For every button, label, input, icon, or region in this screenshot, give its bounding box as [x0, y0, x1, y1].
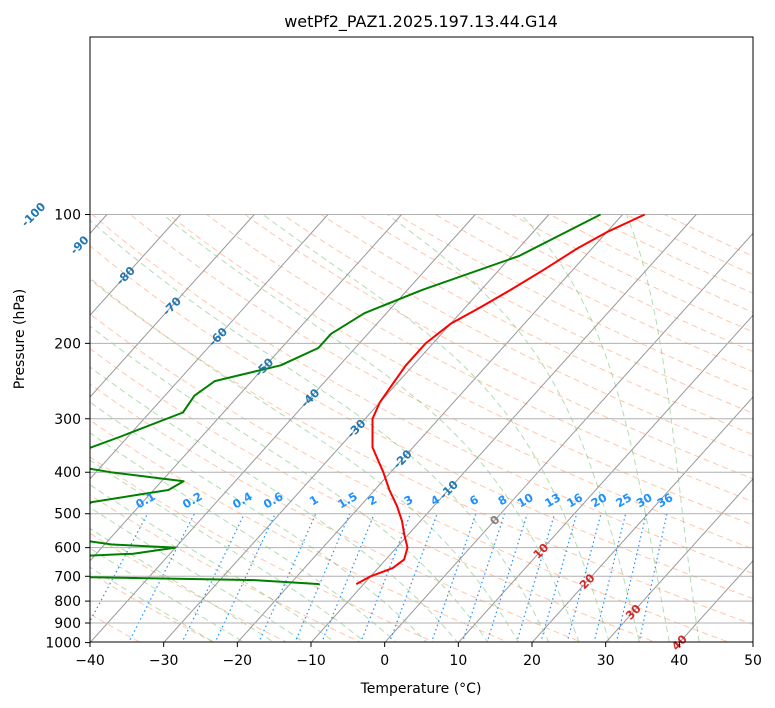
mixing-ratio-line — [128, 513, 195, 642]
mixing-ratio-line — [214, 513, 276, 642]
dry-adiabat-line — [320, 214, 753, 436]
mixing-ratio-line — [516, 513, 556, 642]
x-tick-label: 0 — [380, 653, 389, 669]
dry-adiabat-line — [90, 245, 753, 600]
isotherm-line — [458, 314, 753, 642]
y-axis-ticks: 100 200 300 400 500 600 700 800 900 1000 — [45, 208, 90, 652]
isotherm-line — [605, 478, 753, 642]
dry-adiabat-line — [206, 214, 753, 503]
temperature-line — [355, 213, 646, 585]
moist-adiabat-line — [90, 325, 489, 642]
isotherm-line — [90, 214, 181, 316]
x-tick-label: −10 — [296, 653, 326, 669]
moist-adiabat-line — [262, 214, 610, 642]
plot-frame — [89, 36, 754, 643]
mixing-ratio-line — [486, 513, 528, 642]
x-tick-label: 50 — [744, 653, 762, 669]
x-tick-label: 40 — [670, 653, 688, 669]
mixing-ratio-line — [388, 513, 438, 642]
dry-adiabat-line — [587, 214, 753, 294]
dry-adiabat-line — [435, 214, 753, 373]
y-tick-label: 200 — [54, 336, 81, 352]
mixing-ratio-line — [540, 513, 578, 642]
mixing-ratio-line — [638, 513, 668, 642]
mixing-ratio-line — [181, 513, 245, 642]
x-tick-label: 30 — [597, 653, 615, 669]
pressure-gridlines — [90, 214, 753, 624]
mixing-ratio-label: 16 — [564, 490, 585, 510]
dry-adiabat-line — [90, 313, 730, 642]
dry-adiabat-line — [511, 214, 753, 333]
dry-adiabat-line — [549, 214, 753, 313]
moist-adiabat-line — [90, 506, 305, 642]
y-tick-label: 1000 — [45, 636, 81, 652]
dry-adiabat-line — [282, 214, 753, 457]
moist-adiabat-line — [90, 566, 215, 642]
moist-adiabat-line — [90, 432, 397, 642]
y-tick-label: 900 — [54, 616, 81, 632]
isotherm-line — [90, 214, 402, 562]
isotherm-line — [310, 214, 697, 642]
isotherm-line — [384, 232, 753, 642]
dry-adiabat-line — [244, 214, 753, 480]
dry-adiabat-line — [90, 456, 436, 642]
moist-adiabat-line — [387, 214, 640, 642]
dry-adiabat-line — [358, 214, 753, 414]
sounding-profiles — [90, 213, 646, 586]
x-tick-label: −40 — [75, 653, 105, 669]
moist-adiabat-line — [90, 277, 519, 642]
mixing-ratio-label: 30 — [634, 490, 655, 510]
mixing-ratio-label: 13 — [542, 490, 563, 510]
x-axis-label: Temperature (°C) — [360, 681, 482, 697]
moist-adiabat-line — [162, 214, 580, 642]
dry-adiabat-line — [91, 214, 753, 575]
dewpoint-line — [90, 213, 601, 586]
mixing-ratio-line — [615, 513, 647, 642]
dry-adiabat-line — [90, 419, 509, 642]
y-tick-label: 600 — [54, 541, 81, 557]
y-tick-label: 500 — [54, 507, 81, 523]
moist-adiabat-line — [90, 219, 550, 642]
x-tick-label: 20 — [523, 653, 541, 669]
mixing-ratio-label: 10 — [515, 490, 536, 510]
dry-adiabat-line — [130, 214, 753, 550]
moist-adiabat-line — [90, 484, 336, 642]
mixing-ratio-label: 20 — [589, 490, 610, 510]
moist-adiabat-line — [520, 214, 670, 642]
y-tick-label: 700 — [54, 569, 81, 585]
y-tick-label: 100 — [54, 208, 81, 224]
isotherm-line — [531, 396, 753, 642]
isotherm-line — [679, 560, 753, 642]
x-tick-label: 10 — [449, 653, 467, 669]
y-tick-label: 800 — [54, 594, 81, 610]
moist-adiabat-line — [90, 401, 428, 642]
mixing-ratio-line — [430, 513, 477, 642]
dry-adiabat-line — [397, 214, 753, 393]
mixing-ratio-line — [566, 513, 602, 642]
y-tick-label: 300 — [54, 412, 81, 428]
mixing-ratio-label: 25 — [613, 490, 634, 510]
chart-title: wetPf2_PAZ1.2025.197.13.44.G14 — [284, 12, 558, 32]
isotherm-line — [237, 214, 623, 642]
dry-adiabat-line — [168, 214, 753, 526]
dry-adiabat-line — [90, 278, 753, 626]
mixing-ratio-line — [593, 513, 627, 642]
x-axis-ticks: −40 −30 −20 −10 0 10 20 30 40 50 — [75, 642, 762, 669]
mixing-ratio-label: 36 — [654, 490, 675, 510]
x-tick-label: −30 — [149, 653, 179, 669]
y-axis-label: Pressure (hPa) — [12, 289, 28, 389]
isotherm-line — [90, 214, 255, 398]
moist-adiabat-line — [90, 459, 366, 642]
x-tick-label: −20 — [223, 653, 253, 669]
y-tick-label: 400 — [54, 465, 81, 481]
dry-adiabat-line — [473, 214, 753, 353]
mixing-ratio-line — [461, 513, 506, 642]
moist-adiabat-line — [626, 214, 700, 642]
moist-adiabat-line — [90, 547, 245, 642]
